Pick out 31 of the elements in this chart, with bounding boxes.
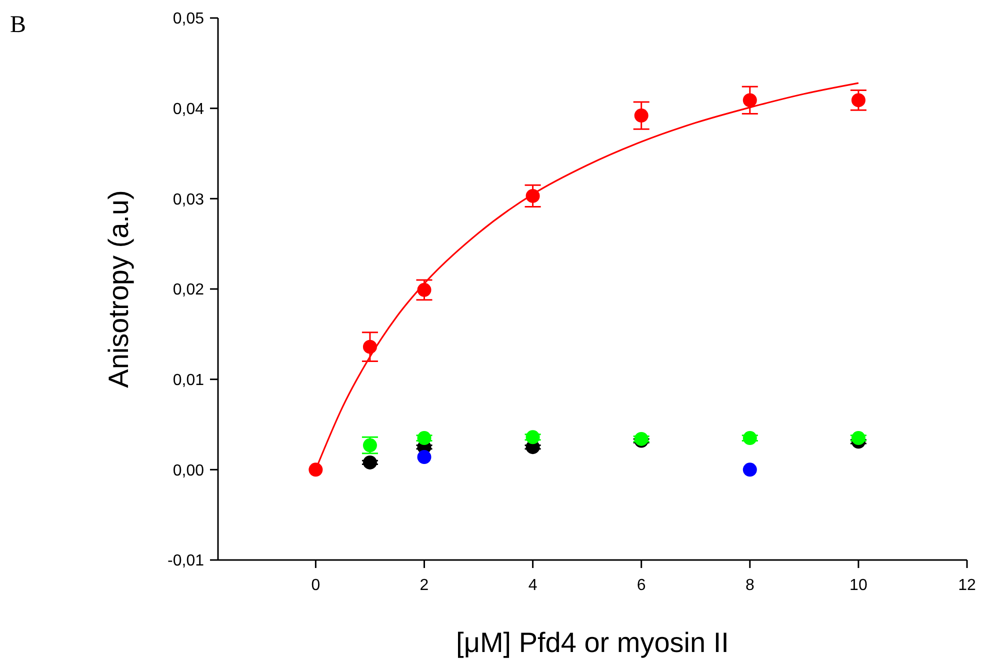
x-tick-label: 4 <box>528 577 538 594</box>
point <box>742 462 757 477</box>
point <box>526 188 540 203</box>
y-tick-label: 0,00 <box>172 462 204 480</box>
point <box>526 430 540 444</box>
point <box>417 450 432 464</box>
text: B <box>10 12 26 38</box>
point <box>742 93 757 108</box>
x-tick-label: 6 <box>636 577 646 594</box>
point <box>417 282 432 297</box>
x-tick-label: 8 <box>745 577 754 594</box>
point <box>362 455 377 470</box>
y-tick-label: 0,01 <box>172 372 204 389</box>
y-axis-title: Anisotropy (a.u) <box>103 190 134 388</box>
x-axis-title: [μM] Pfd4 or myosin II <box>456 627 729 658</box>
point <box>634 108 648 123</box>
y-tick-label: 0,05 <box>172 10 204 28</box>
x-tick-label: 0 <box>311 577 320 594</box>
y-tick-label: -0,01 <box>168 552 204 570</box>
point <box>851 431 866 446</box>
y-tick-label: 0,02 <box>172 282 204 299</box>
point <box>362 340 377 354</box>
point <box>851 93 866 108</box>
x-tick-label: 12 <box>958 577 976 594</box>
point <box>308 462 323 477</box>
x-tick-label: 2 <box>420 577 429 594</box>
point <box>742 431 757 446</box>
y-tick-label: 0,04 <box>172 100 204 118</box>
x-tick-label: 10 <box>850 577 868 594</box>
y-tick-label: 0,03 <box>172 191 204 208</box>
point <box>417 431 432 446</box>
